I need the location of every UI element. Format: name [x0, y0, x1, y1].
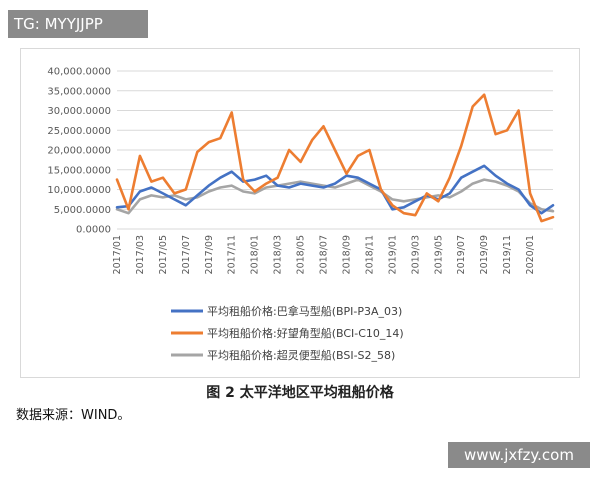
- series-line: [115, 178, 555, 215]
- figure-caption: 图 2 太平洋地区平均租船价格: [206, 385, 394, 401]
- legend-entry: 平均租船价格:巴拿马型船(BPI-P3A_03): [207, 304, 402, 318]
- y-tick-label: 15,000.0000: [47, 165, 111, 176]
- watermark-top-left: TG: MYYJJPP: [8, 10, 148, 38]
- legend: 平均租船价格:巴拿马型船(BPI-P3A_03) 平均租船价格:好望角型船(BCI…: [171, 304, 404, 362]
- y-tick-label: 20,000.0000: [47, 146, 111, 157]
- y-tick-label: 30,000.0000: [47, 106, 111, 117]
- x-tick-label: 2020/01: [525, 235, 536, 274]
- y-tick-label: 5,000.0000: [54, 205, 111, 216]
- x-tick-label: 2018/01: [250, 235, 261, 274]
- x-axis-ticks: 2017/01 2017/03 2017/05 2017/07 2017/09 2017/…: [112, 235, 536, 274]
- x-tick-label: 2019/05: [433, 235, 444, 274]
- y-tick-label: 35,000.0000: [47, 86, 111, 97]
- legend-entry: 平均租船价格:超灵便型船(BSI-S2_58): [207, 348, 395, 362]
- y-tick-label: 0.0000: [76, 225, 111, 236]
- x-tick-label: 2019/01: [387, 235, 398, 274]
- line-chart: 40,000.0000 35,000.0000 30,000.0000 25,000.…: [47, 67, 555, 362]
- x-tick-label: 2019/07: [456, 235, 467, 274]
- x-tick-label: 2017/03: [135, 235, 146, 274]
- series-lines: [115, 93, 555, 223]
- watermark-bottom-right: www.jxfzy.com: [448, 442, 590, 468]
- x-tick-label: 2018/03: [273, 235, 284, 274]
- x-tick-label: 2018/09: [341, 235, 352, 274]
- y-axis-ticks: 40,000.0000 35,000.0000 30,000.0000 25,000.…: [47, 67, 111, 236]
- x-tick-label: 2017/09: [204, 235, 215, 274]
- x-tick-label: 2017/05: [158, 235, 169, 274]
- y-tick-label: 10,000.0000: [47, 185, 111, 196]
- x-tick-label: 2018/07: [319, 235, 330, 274]
- series-line: [115, 93, 555, 223]
- x-tick-label: 2017/11: [227, 235, 238, 274]
- x-tick-label: 2018/05: [296, 235, 307, 274]
- data-source-note: 数据来源：WIND。: [16, 408, 131, 423]
- chart-container: 40,000.0000 35,000.0000 30,000.0000 25,000.…: [20, 48, 580, 378]
- x-tick-label: 2019/03: [410, 235, 421, 274]
- x-tick-label: 2017/07: [181, 235, 192, 274]
- x-tick-label: 2019/11: [502, 235, 513, 274]
- x-tick-label: 2019/09: [479, 235, 490, 274]
- series-line: [115, 164, 555, 215]
- y-tick-label: 40,000.0000: [47, 67, 111, 78]
- x-tick-label: 2017/01: [112, 235, 123, 274]
- x-tick-label: 2018/11: [364, 235, 375, 274]
- legend-entry: 平均租船价格:好望角型船(BCI-C10_14): [207, 326, 404, 340]
- y-tick-label: 25,000.0000: [47, 126, 111, 137]
